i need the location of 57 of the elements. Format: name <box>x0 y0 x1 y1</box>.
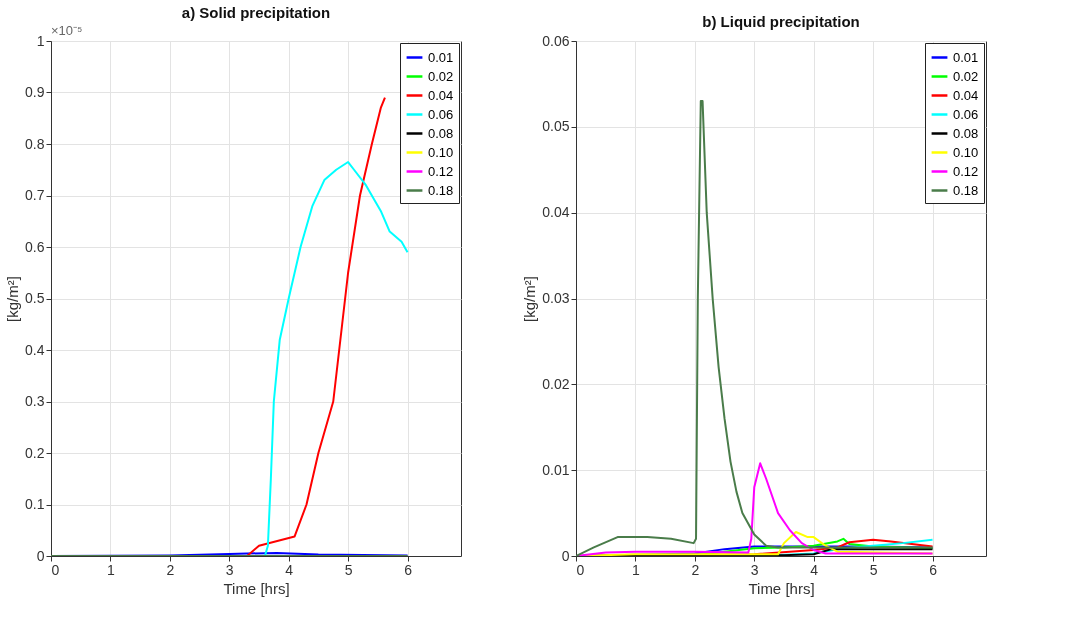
y-tick-label: 0.01 <box>542 461 570 478</box>
x-tick-label: 5 <box>344 561 353 578</box>
text: ×10⁻⁵ <box>51 23 83 38</box>
legend-label: 0.06 <box>953 106 979 122</box>
legend-label: 0.12 <box>428 163 454 179</box>
x-tick-label: 5 <box>869 561 878 578</box>
line-series <box>576 462 934 556</box>
y-tick-label: 0.04 <box>542 204 570 221</box>
x-axis-title: Time [hrs] <box>748 579 815 597</box>
legend-label: 0.01 <box>428 49 454 65</box>
legend-label: 0.08 <box>428 125 454 141</box>
legend-label: 0.18 <box>953 182 979 198</box>
legend-label: 0.12 <box>953 163 979 179</box>
legend-label: 0.10 <box>953 144 979 160</box>
line-series <box>576 100 934 556</box>
y-tick-label: 0.06 <box>542 32 570 49</box>
legend-label: 0.02 <box>428 68 454 84</box>
legend-label: 0.02 <box>953 68 979 84</box>
y-tick-label: 0.4 <box>25 341 45 358</box>
y-tick-label: 1 <box>36 32 45 49</box>
x-tick-label: 1 <box>632 561 641 578</box>
y-tick-label: 0.7 <box>25 187 45 203</box>
y-tick-label: 0.8 <box>25 135 45 152</box>
chart-title: b) Liquid precipitation <box>702 13 860 30</box>
y-tick-label: 0.3 <box>25 393 45 409</box>
y-tick-label: 0.02 <box>542 375 570 392</box>
legend-label: 0.04 <box>428 87 454 103</box>
y-tick-label: 0.1 <box>25 496 45 512</box>
y-tick-label: 0.9 <box>25 84 45 100</box>
legend-label: 0.04 <box>953 87 979 103</box>
y-axis-title: [kg/m²] <box>4 276 22 322</box>
x-tick-label: 0 <box>51 561 60 578</box>
y-tick-label: 0.03 <box>542 290 570 306</box>
x-tick-label: 4 <box>810 561 819 578</box>
x-tick-label: 2 <box>166 561 175 578</box>
legend-label: 0.01 <box>953 49 979 65</box>
y-tick-label: 0 <box>561 547 570 564</box>
x-axis-title: Time [hrs] <box>223 579 290 597</box>
legend-label: 0.10 <box>428 144 454 160</box>
x-tick-label: 3 <box>225 561 234 578</box>
x-tick-label: 0 <box>576 561 585 578</box>
x-tick-label: 4 <box>285 561 294 578</box>
x-tick-label: 3 <box>750 561 759 578</box>
y-tick-label: 0.5 <box>25 290 45 306</box>
x-tick-label: 1 <box>107 561 116 578</box>
y-tick-label: 0 <box>36 547 45 564</box>
x-tick-label: 2 <box>691 561 700 578</box>
legend-label: 0.06 <box>428 106 454 122</box>
legend-label: 0.18 <box>428 182 454 198</box>
x-tick-label: 6 <box>929 561 938 578</box>
y-tick-label: 0.6 <box>25 238 45 255</box>
legend-label: 0.08 <box>953 125 979 141</box>
y-tick-label: 0.2 <box>25 444 45 461</box>
y-tick-label: 0.05 <box>542 118 570 135</box>
x-tick-label: 6 <box>404 561 413 578</box>
y-axis-title: [kg/m²] <box>521 276 539 322</box>
chart-title: a) Solid precipitation <box>181 4 331 21</box>
